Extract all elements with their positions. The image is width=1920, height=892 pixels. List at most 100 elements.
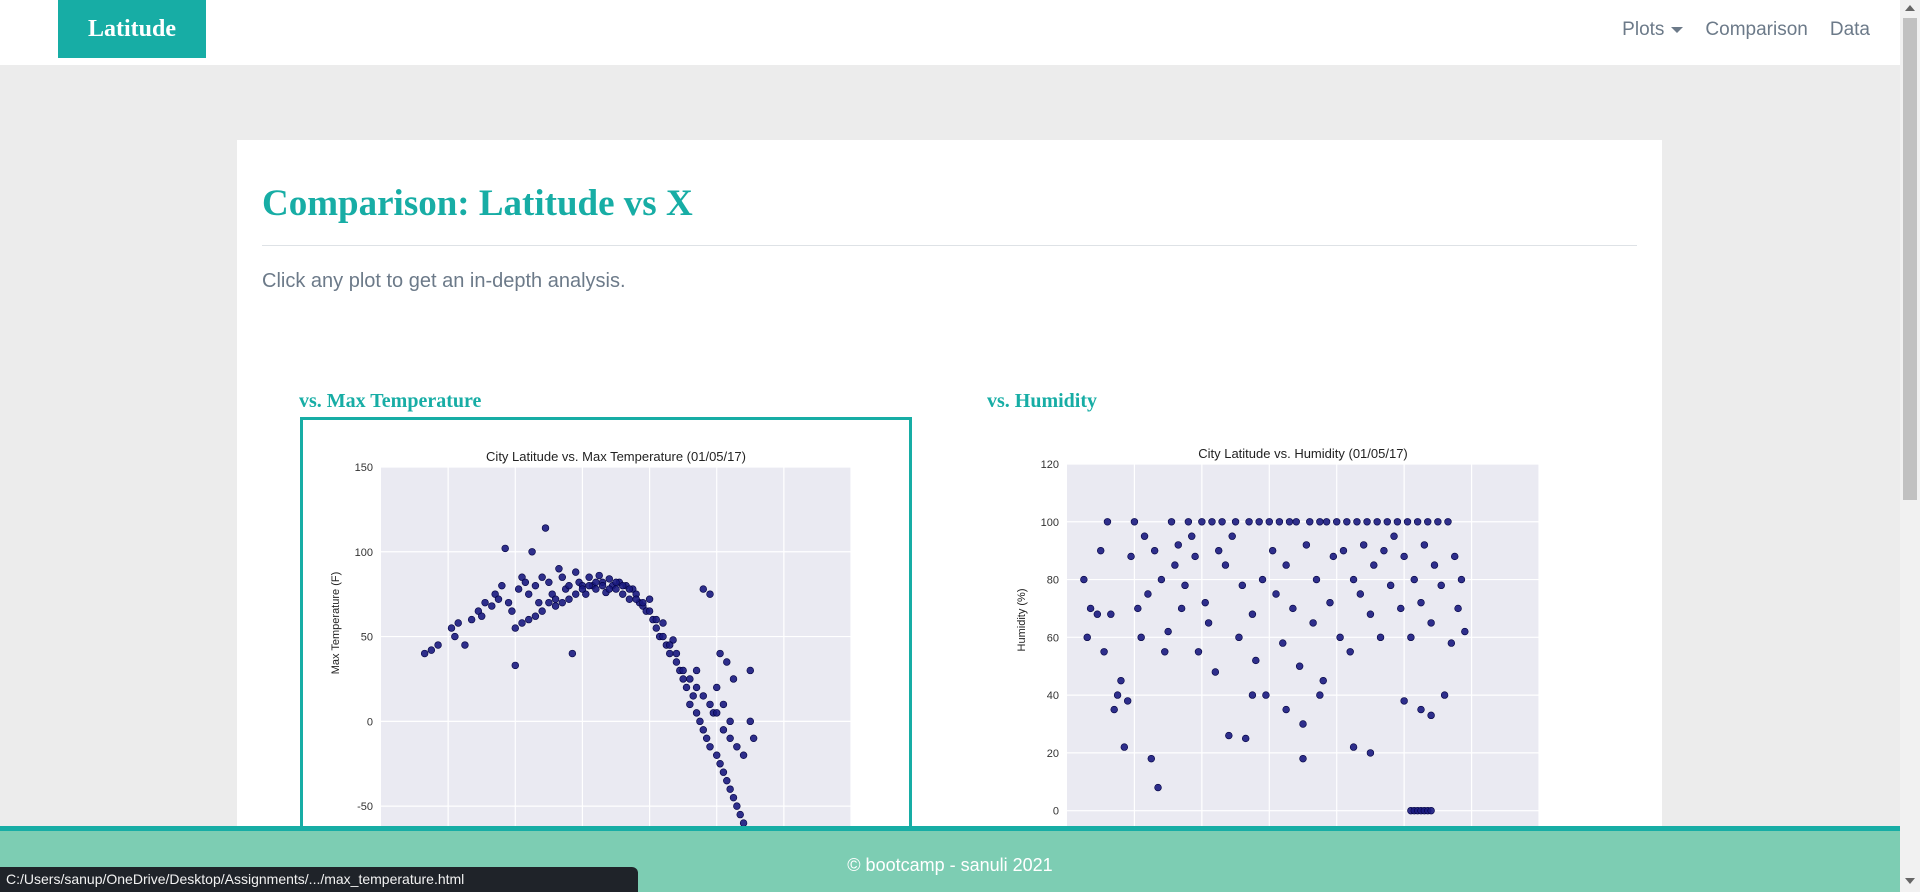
page-scrollbar[interactable] bbox=[1900, 0, 1920, 892]
data-point bbox=[1282, 561, 1290, 569]
plot-heading-max-temp: vs. Max Temperature bbox=[299, 390, 482, 412]
brand-logo[interactable]: Latitude bbox=[58, 0, 206, 58]
data-point bbox=[1299, 720, 1307, 728]
data-point bbox=[1211, 668, 1220, 676]
data-point bbox=[1157, 575, 1166, 584]
y-axis-label: Max Temperature (F) bbox=[330, 572, 342, 675]
data-point bbox=[672, 658, 681, 666]
data-point bbox=[1326, 598, 1334, 607]
scroll-thumb[interactable] bbox=[1903, 18, 1917, 500]
data-point bbox=[511, 661, 519, 670]
data-point bbox=[454, 619, 462, 627]
data-point bbox=[1113, 691, 1122, 699]
data-point bbox=[1336, 633, 1344, 642]
scroll-up-icon[interactable] bbox=[1905, 5, 1915, 11]
data-point bbox=[598, 581, 607, 590]
data-point bbox=[1231, 518, 1240, 526]
data-point bbox=[625, 595, 634, 603]
y-tick-label: -50 bbox=[357, 801, 373, 813]
y-tick-label: 80 bbox=[1047, 575, 1059, 587]
data-point bbox=[625, 585, 634, 593]
data-point bbox=[736, 810, 744, 819]
data-point bbox=[699, 585, 707, 593]
data-point bbox=[555, 565, 563, 573]
data-point bbox=[619, 590, 627, 598]
plot-humidity[interactable]: 120 100 80 60 40 20 0 City Latitude vs. Humidit… bbox=[987, 417, 1599, 837]
plot-max-temperature[interactable]: 150 100 50 0 -50 City Latitude vs. Max Temper… bbox=[300, 417, 912, 837]
data-point bbox=[1167, 518, 1176, 526]
data-point bbox=[1349, 743, 1358, 751]
data-point bbox=[1309, 619, 1317, 627]
data-point bbox=[535, 598, 543, 607]
data-point bbox=[1343, 518, 1351, 526]
data-point bbox=[706, 700, 714, 709]
data-point bbox=[478, 612, 486, 620]
data-point bbox=[528, 548, 536, 556]
data-point bbox=[494, 595, 503, 603]
data-point bbox=[1221, 561, 1230, 569]
nav-plots-dropdown[interactable]: Plots bbox=[1622, 19, 1684, 41]
data-point bbox=[1461, 627, 1469, 636]
nav-comparison[interactable]: Comparison bbox=[1705, 19, 1808, 40]
data-point bbox=[1144, 590, 1152, 598]
data-point bbox=[679, 666, 687, 675]
data-point bbox=[1235, 633, 1243, 642]
data-point bbox=[558, 598, 566, 607]
data-point bbox=[1140, 532, 1149, 540]
data-point bbox=[1134, 604, 1142, 613]
data-point bbox=[605, 575, 613, 583]
data-point bbox=[1272, 590, 1280, 598]
nav-plots-label: Plots bbox=[1622, 19, 1665, 40]
data-point bbox=[1397, 604, 1405, 613]
data-point bbox=[1184, 518, 1193, 526]
y-tick-label: 50 bbox=[361, 632, 373, 644]
data-point bbox=[1120, 743, 1129, 751]
data-point bbox=[652, 615, 660, 624]
data-point bbox=[1181, 581, 1189, 590]
data-point bbox=[1363, 518, 1371, 526]
data-point bbox=[1390, 532, 1398, 540]
data-point bbox=[1430, 561, 1439, 569]
data-point bbox=[514, 585, 523, 593]
data-point bbox=[1123, 697, 1132, 705]
data-point bbox=[716, 760, 724, 768]
data-point bbox=[518, 619, 526, 627]
data-point bbox=[692, 683, 701, 692]
data-point bbox=[1218, 518, 1226, 526]
data-point bbox=[1245, 518, 1253, 526]
scroll-down-icon[interactable] bbox=[1905, 878, 1915, 884]
nav-data[interactable]: Data bbox=[1829, 19, 1870, 40]
y-tick-label: 120 bbox=[1041, 459, 1059, 471]
data-point bbox=[612, 585, 620, 593]
data-point bbox=[1252, 656, 1260, 665]
data-point bbox=[467, 615, 476, 624]
data-point bbox=[692, 709, 701, 717]
footer-text: © bootcamp - sanuli 2021 bbox=[847, 855, 1053, 875]
data-point bbox=[1083, 633, 1091, 642]
data-point bbox=[1373, 518, 1381, 526]
data-point bbox=[666, 641, 674, 649]
data-point bbox=[1228, 532, 1236, 540]
data-point bbox=[1400, 552, 1408, 561]
data-point bbox=[1201, 598, 1209, 607]
data-point bbox=[541, 524, 550, 532]
data-point bbox=[1427, 806, 1435, 815]
data-point bbox=[726, 717, 734, 726]
data-point bbox=[531, 612, 540, 620]
data-point bbox=[491, 590, 499, 598]
data-point bbox=[1451, 552, 1459, 561]
max-temp-chart: 150 100 50 0 -50 City Latitude vs. Max Temper… bbox=[330, 449, 852, 834]
data-point bbox=[1359, 541, 1368, 549]
chart-title: City Latitude vs. Max Temperature (01/05… bbox=[486, 449, 746, 464]
data-point bbox=[565, 581, 573, 590]
data-point bbox=[1086, 604, 1095, 613]
nav-links: Plots Comparison Data bbox=[1600, 0, 1870, 60]
data-point bbox=[1447, 639, 1456, 647]
y-tick-label: 100 bbox=[1041, 517, 1059, 529]
data-point bbox=[645, 595, 654, 603]
data-point bbox=[1417, 705, 1425, 714]
data-point bbox=[749, 734, 758, 743]
y-tick-label: 60 bbox=[1047, 632, 1059, 644]
data-point bbox=[538, 607, 546, 615]
data-point bbox=[1346, 648, 1354, 656]
